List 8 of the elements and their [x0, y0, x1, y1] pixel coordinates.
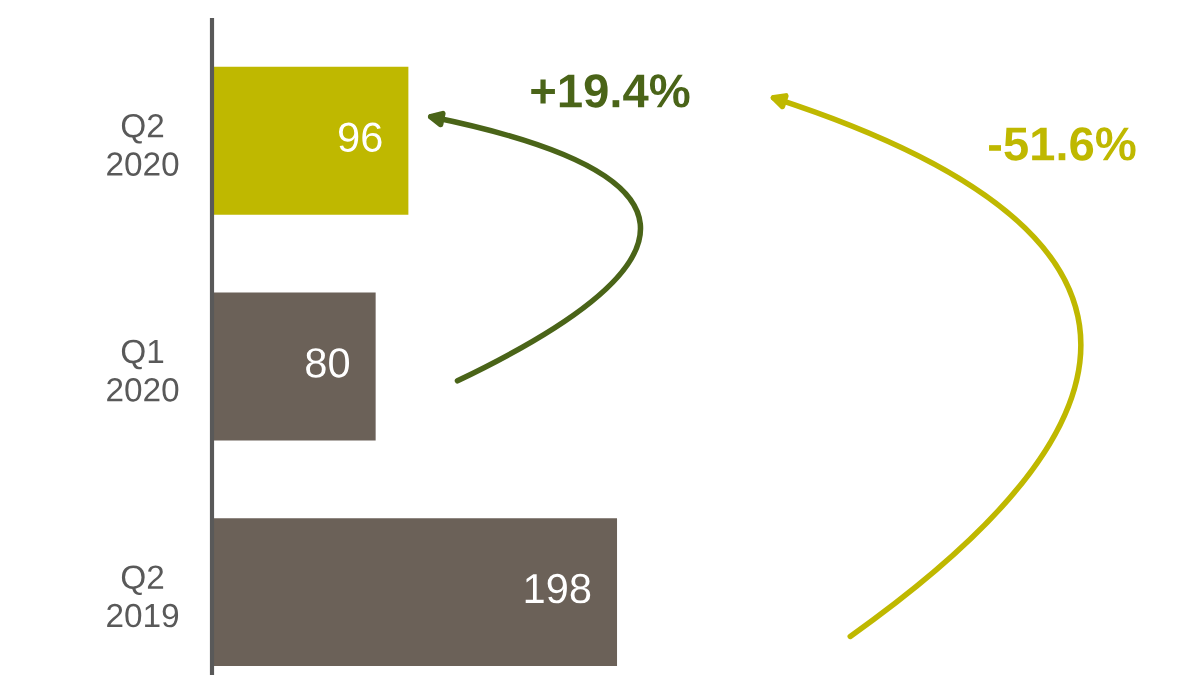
text: -51.6% — [989, 127, 1136, 161]
annotation: +19.4% — [531, 74, 690, 108]
y-tick-label: Q1 2020 — [107, 339, 179, 402]
y-tick-label: Q2 2019 — [107, 565, 179, 628]
data-label: 96 — [338, 122, 382, 152]
data-label: 198 — [525, 573, 591, 604]
data-label: 80 — [306, 348, 350, 378]
y-tick-label: Q2 2020 — [107, 114, 179, 176]
